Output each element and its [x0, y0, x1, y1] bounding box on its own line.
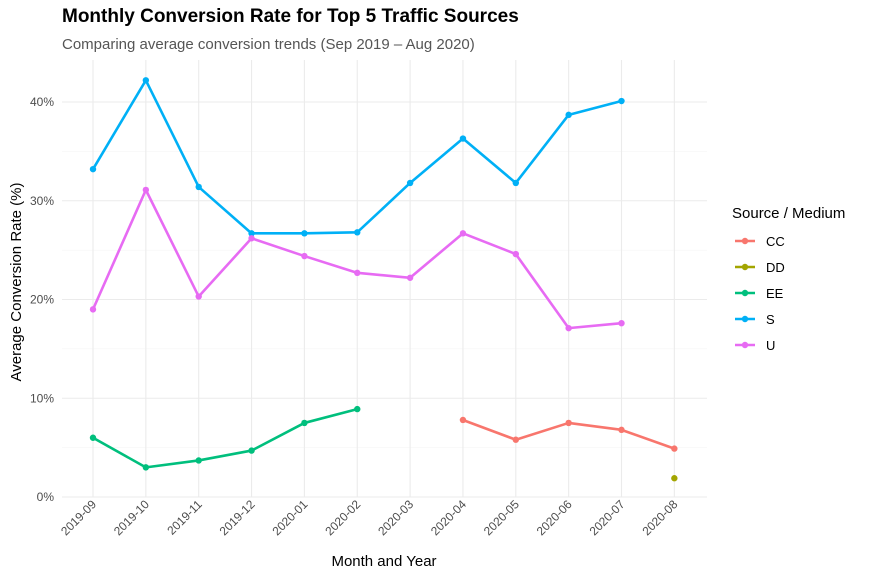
- series-cc: [459, 416, 678, 452]
- x-tick-label: 2020-05: [481, 497, 522, 538]
- data-point: [195, 457, 202, 464]
- data-point: [565, 324, 572, 332]
- data-point: [354, 229, 361, 236]
- series-lines: [89, 77, 678, 482]
- y-axis-title: Average Conversion Rate (%): [8, 183, 25, 382]
- legend-label: EE: [766, 286, 784, 301]
- data-point: [142, 186, 150, 194]
- x-tick-labels: 2019-09 2019-10 2019-11 2019-12 2020-01 2020-…: [58, 497, 681, 538]
- data-point: [406, 274, 414, 281]
- legend-label: DD: [766, 260, 785, 275]
- x-tick-label: 2019-11: [164, 497, 205, 538]
- data-point: [671, 475, 678, 482]
- data-point: [301, 419, 308, 427]
- data-point: [618, 320, 625, 327]
- legend-item-ee: EE: [735, 286, 784, 301]
- data-point: [565, 419, 572, 427]
- data-point: [354, 405, 361, 413]
- data-point: [89, 165, 97, 173]
- y-tick-label: 10%: [30, 391, 54, 405]
- x-tick-label: 2020-08: [639, 497, 680, 538]
- y-tick-label: 20%: [30, 293, 54, 307]
- x-tick-label: 2019-12: [217, 497, 258, 538]
- legend-item-cc: CC: [735, 234, 785, 249]
- y-tick-labels: 0% 10% 20% 30% 40%: [30, 95, 54, 504]
- series-u: [89, 186, 625, 332]
- y-tick-label: 40%: [30, 95, 54, 109]
- data-point: [618, 97, 625, 105]
- data-point: [301, 252, 308, 260]
- data-point: [89, 306, 97, 313]
- series-ee: [89, 405, 361, 471]
- data-point: [565, 111, 572, 119]
- legend-item-u: U: [735, 338, 775, 353]
- legend-key-point: [741, 315, 749, 323]
- legend-key-point: [741, 341, 749, 349]
- y-tick-label: 0%: [37, 490, 55, 504]
- legend-key-point: [741, 263, 749, 271]
- legend-title: Source / Medium: [732, 205, 845, 222]
- legend: Source / Medium CC DD EE SU: [732, 205, 845, 353]
- legend-label: CC: [766, 234, 785, 249]
- series-s: [89, 77, 625, 237]
- legend-label: U: [766, 338, 775, 353]
- data-point: [512, 250, 519, 258]
- x-tick-label: 2019-10: [111, 497, 152, 538]
- data-point: [459, 135, 467, 142]
- x-tick-label: 2020-01: [269, 497, 310, 538]
- x-tick-label: 2020-02: [322, 497, 363, 538]
- legend-item-s: S: [735, 312, 775, 327]
- legend-label: S: [766, 312, 775, 327]
- x-tick-label: 2020-07: [587, 497, 628, 538]
- x-axis-title: Month and Year: [331, 553, 436, 570]
- data-point: [142, 464, 150, 471]
- data-point: [459, 230, 467, 237]
- data-point: [512, 436, 519, 443]
- data-point: [142, 77, 150, 84]
- legend-key-point: [741, 237, 749, 245]
- data-point: [248, 235, 255, 242]
- x-tick-label: 2020-04: [428, 497, 469, 538]
- data-point: [512, 179, 519, 187]
- chart-subtitle: Comparing average conversion trends (Sep…: [62, 36, 475, 53]
- x-tick-label: 2020-03: [375, 497, 416, 538]
- x-tick-label: 2019-09: [58, 497, 99, 538]
- legend-item-dd: DD: [735, 260, 785, 275]
- legend-key-point: [741, 289, 749, 297]
- series-line: [92, 407, 358, 469]
- y-tick-label: 30%: [30, 194, 54, 208]
- grid-lines: [62, 60, 707, 498]
- data-point: [354, 269, 361, 277]
- data-point: [195, 293, 202, 300]
- data-point: [671, 445, 678, 452]
- data-point: [301, 230, 308, 237]
- data-point: [459, 416, 467, 424]
- data-point: [89, 434, 97, 441]
- data-point: [248, 230, 255, 237]
- data-point: [248, 447, 255, 454]
- chart-title: Monthly Conversion Rate for Top 5 Traffi…: [62, 6, 519, 27]
- series-dd: [671, 475, 678, 482]
- data-point: [195, 183, 202, 191]
- data-point: [618, 426, 625, 434]
- x-tick-label: 2020-06: [534, 497, 575, 538]
- data-point: [406, 179, 414, 187]
